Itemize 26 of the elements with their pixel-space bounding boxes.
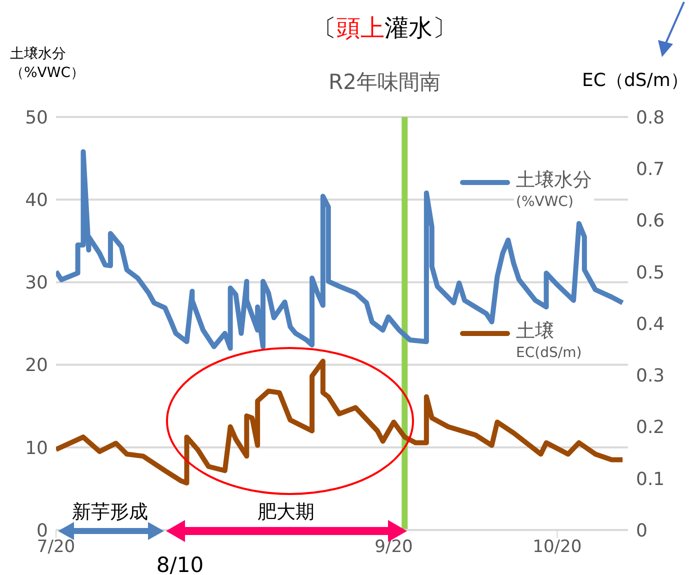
y2-tick-label: 0.2: [636, 417, 665, 438]
y2-tick-label: 0.4: [636, 314, 665, 335]
y-tick-label: 30: [25, 272, 48, 294]
legend-label: 土壌水分 (%VWC): [516, 168, 592, 211]
y2-tick-label: 0.6: [636, 210, 665, 232]
chart-subtitle: R2年味間南: [328, 70, 440, 94]
y2-tick-label: 0.5: [636, 262, 665, 284]
y2-tick-label: 0.7: [636, 159, 665, 180]
y2-tick-label: 0.3: [636, 366, 665, 387]
chart-title: 〔頭上灌水〕: [312, 14, 456, 42]
x-tick-label: 9/20: [374, 537, 413, 558]
x-tick-label: 10/20: [532, 537, 582, 558]
y2-axis-title: EC（dS/m）: [582, 69, 688, 92]
y-tick-label: 20: [25, 355, 48, 376]
y2-tick-label: 0.1: [636, 468, 665, 490]
y-tick-label: 10: [25, 438, 48, 459]
y2-tick-label: 0.8: [636, 107, 665, 128]
text: 8/10: [156, 553, 204, 575]
y2-tick-label: 0: [636, 520, 648, 542]
annotation: 新芋形成: [72, 501, 148, 523]
annotation: 肥大期: [258, 501, 314, 523]
y-tick-label: 40: [25, 190, 48, 211]
legend-label: 土壌 EC(dS/m): [516, 318, 582, 362]
y-axis-title: 土壌水分（%VWC）: [10, 45, 84, 83]
y-tick-label: 50: [25, 107, 48, 128]
x-tick-label: 7/20: [36, 537, 76, 558]
